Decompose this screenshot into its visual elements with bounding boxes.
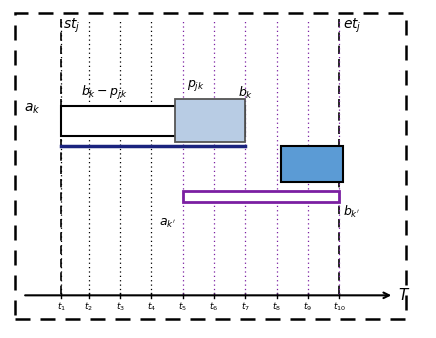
Bar: [281, 146, 343, 182]
Text: $a_{k^{\prime}}$: $a_{k^{\prime}}$: [159, 217, 176, 231]
Bar: [175, 99, 245, 142]
Text: $a_k$: $a_k$: [24, 102, 41, 116]
Text: $b_{k^{\prime}}$: $b_{k^{\prime}}$: [343, 204, 361, 220]
Text: $t_8$: $t_8$: [272, 300, 281, 313]
Text: $p_{jk}$: $p_{jk}$: [187, 78, 204, 93]
Text: $t_6$: $t_6$: [209, 300, 219, 313]
Text: $t_4$: $t_4$: [147, 300, 156, 313]
Bar: [61, 106, 245, 136]
Text: $t_{10}$: $t_{10}$: [333, 300, 346, 313]
Text: $et_j$: $et_j$: [343, 17, 362, 35]
Text: $b_k$: $b_k$: [238, 84, 253, 101]
Text: $t_9$: $t_9$: [303, 300, 313, 313]
Text: $t_2$: $t_2$: [85, 300, 93, 313]
Text: $st_j$: $st_j$: [63, 17, 81, 35]
Bar: [183, 191, 339, 202]
Text: $b_k - p_{jk}$: $b_k - p_{jk}$: [81, 83, 127, 101]
Text: $t_1$: $t_1$: [57, 300, 66, 313]
Text: $T$: $T$: [398, 287, 410, 303]
Text: $t_5$: $t_5$: [178, 300, 187, 313]
Text: $t_7$: $t_7$: [241, 300, 250, 313]
Text: $t_3$: $t_3$: [116, 300, 125, 313]
